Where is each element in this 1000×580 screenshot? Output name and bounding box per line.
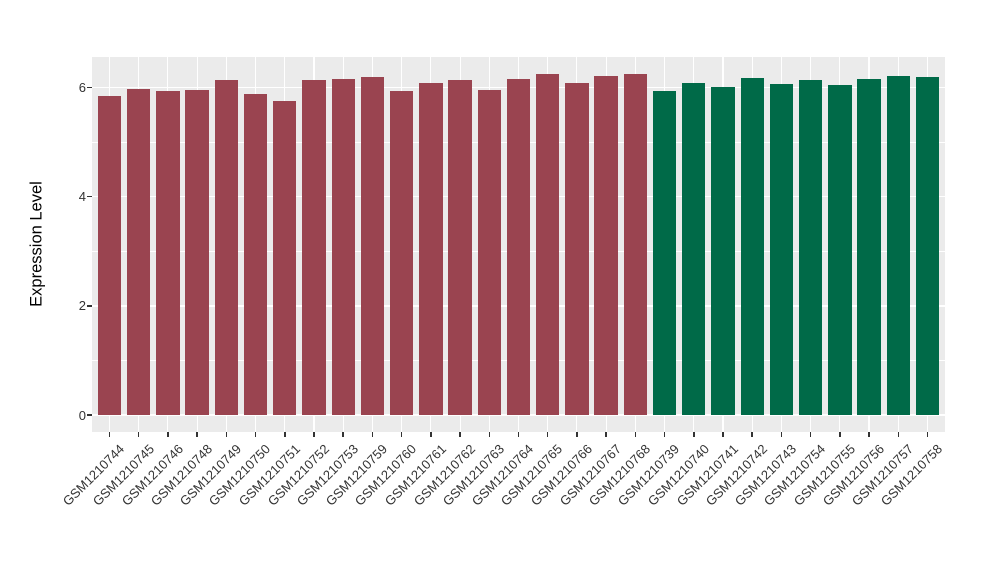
- bar-GSM1210766: [565, 82, 589, 416]
- x-tick-mark: [342, 432, 344, 437]
- bar-GSM1210745: [127, 88, 151, 416]
- bar-GSM1210748: [185, 89, 209, 416]
- bar-GSM1210756: [857, 78, 881, 416]
- bar-GSM1210743: [769, 84, 794, 416]
- x-tick-mark: [693, 432, 695, 437]
- x-tick-mark: [167, 432, 169, 437]
- x-tick-mark: [108, 432, 111, 437]
- x-tick-mark: [459, 432, 461, 437]
- x-tick-mark: [926, 432, 929, 437]
- x-tick-mark: [488, 432, 491, 437]
- x-tick-mark: [196, 432, 198, 437]
- y-tick-label: 4: [78, 189, 86, 205]
- bar-GSM1210752: [302, 80, 326, 416]
- bar-GSM1210749: [214, 80, 239, 416]
- y-tick-mark: [87, 305, 92, 307]
- bar-GSM1210760: [389, 90, 414, 416]
- bar-GSM1210757: [886, 75, 910, 416]
- bar-GSM1210742: [740, 78, 764, 416]
- x-tick-mark: [517, 432, 520, 437]
- bar-GSM1210768: [623, 73, 648, 416]
- x-tick-mark: [284, 432, 286, 437]
- bar-GSM1210744: [97, 96, 122, 416]
- bar-GSM1210741: [711, 87, 735, 416]
- x-tick-mark: [225, 432, 228, 437]
- bar-GSM1210746: [156, 91, 180, 416]
- bar-GSM1210750: [243, 93, 268, 416]
- bar-GSM1210755: [828, 84, 852, 416]
- y-tick-mark: [87, 414, 92, 416]
- bar-GSM1210767: [594, 75, 618, 416]
- bar-GSM1210763: [477, 89, 501, 416]
- bar-GSM1210740: [682, 82, 706, 416]
- bar-GSM1210761: [419, 82, 443, 416]
- y-tick-mark: [87, 195, 92, 198]
- bar-GSM1210758: [915, 76, 940, 416]
- x-tick-mark: [780, 432, 783, 437]
- bar-GSM1210739: [652, 90, 677, 416]
- x-tick-mark: [546, 432, 549, 437]
- x-tick-mark: [839, 432, 841, 437]
- x-tick-mark: [809, 432, 812, 437]
- y-tick-label: 0: [78, 407, 86, 423]
- bar-GSM1210765: [536, 73, 560, 416]
- y-tick-mark: [87, 86, 92, 89]
- x-tick-mark: [576, 432, 578, 437]
- bar-GSM1210751: [273, 100, 297, 416]
- x-tick-mark: [137, 432, 140, 437]
- plot-panel: [92, 57, 945, 432]
- x-tick-mark: [371, 432, 374, 437]
- x-tick-mark: [722, 432, 724, 437]
- x-tick-mark: [313, 432, 315, 437]
- x-tick-mark: [430, 432, 432, 437]
- x-tick-mark: [634, 432, 637, 437]
- y-tick-label: 2: [78, 298, 86, 314]
- x-tick-mark: [400, 432, 403, 437]
- bar-GSM1210762: [448, 80, 472, 416]
- x-tick-mark: [605, 432, 607, 437]
- x-tick-mark: [254, 432, 257, 437]
- bar-GSM1210764: [506, 78, 531, 416]
- bar-GSM1210753: [331, 78, 355, 416]
- y-tick-label: 6: [78, 80, 86, 96]
- bar-GSM1210759: [360, 76, 385, 416]
- x-tick-mark: [897, 432, 899, 437]
- x-tick-mark: [663, 432, 666, 437]
- x-tick-mark: [868, 432, 870, 437]
- bar-GSM1210754: [798, 80, 823, 416]
- x-tick-mark: [751, 432, 753, 437]
